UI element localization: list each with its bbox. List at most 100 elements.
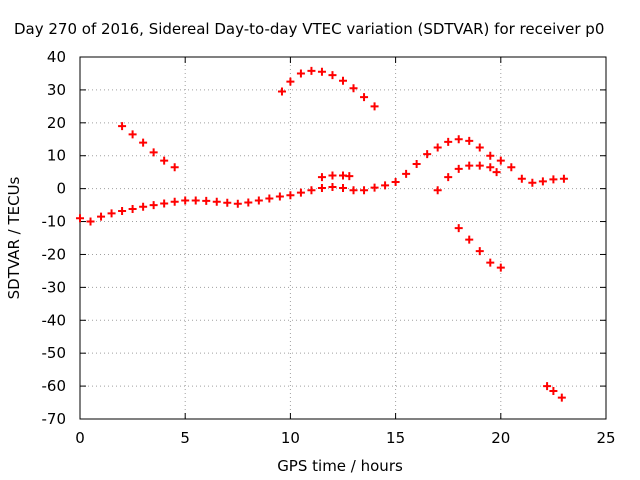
data-point <box>486 163 495 172</box>
gridlines <box>80 57 606 419</box>
data-point <box>277 87 286 96</box>
y-tick-label: 10 <box>47 147 66 165</box>
data-point <box>543 382 552 391</box>
series-track-bottom <box>543 382 566 402</box>
x-tick-label: 0 <box>75 429 85 447</box>
data-point <box>317 183 326 192</box>
data-point <box>128 130 137 139</box>
series-track-descend-late <box>454 224 505 272</box>
data-point <box>444 173 453 182</box>
data-point <box>223 198 232 207</box>
data-point <box>139 202 148 211</box>
data-point <box>360 93 369 102</box>
data-point <box>307 186 316 195</box>
data-point <box>265 194 274 203</box>
y-tick-label: 0 <box>56 180 66 198</box>
y-tick-labels: 40 30 20 10 0 -10 -20 -30 -40 -50 -60 -70 <box>42 48 67 428</box>
data-point <box>370 102 379 111</box>
data-point <box>139 138 148 147</box>
x-tick-label: 15 <box>386 429 405 447</box>
series-track-descend-early <box>118 122 179 172</box>
data-point <box>128 205 137 214</box>
data-point <box>557 393 566 402</box>
data-point <box>212 197 221 206</box>
data-point <box>412 159 421 168</box>
data-point <box>465 161 474 170</box>
y-tick-label: -30 <box>42 278 67 296</box>
series-track-main <box>76 135 568 226</box>
data-point <box>254 196 263 205</box>
data-point <box>454 224 463 233</box>
y-axis-label: SDTVAR / TECUs <box>5 176 23 299</box>
x-tick-label: 5 <box>180 429 190 447</box>
data-point <box>97 212 106 221</box>
x-tick-label: 20 <box>491 429 510 447</box>
data-point <box>549 387 558 396</box>
data-point <box>559 174 568 183</box>
data-point <box>86 217 95 226</box>
data-point <box>170 197 179 206</box>
data-point <box>317 173 326 182</box>
data-point <box>360 186 369 195</box>
y-tick-label: -10 <box>42 213 67 231</box>
data-point <box>475 143 484 152</box>
data-point <box>492 168 501 177</box>
data-point <box>286 77 295 86</box>
data-point <box>517 174 526 183</box>
data-point <box>275 192 284 201</box>
axis-ticks <box>79 56 607 420</box>
y-tick-label: -60 <box>42 377 67 395</box>
data-point <box>244 198 253 207</box>
data-point <box>454 164 463 173</box>
data-point <box>181 196 190 205</box>
data-point <box>528 178 537 187</box>
data-point <box>296 69 305 78</box>
data-point <box>160 199 169 208</box>
x-tick-label: 10 <box>281 429 300 447</box>
data-point <box>149 201 158 210</box>
data-point <box>233 199 242 208</box>
data-point <box>296 188 305 197</box>
data-point <box>507 163 516 172</box>
data-point <box>496 156 505 165</box>
data-point <box>391 178 400 187</box>
data-point <box>349 186 358 195</box>
data-point <box>465 235 474 244</box>
data-point <box>402 169 411 178</box>
y-tick-label: -70 <box>42 410 67 428</box>
data-point <box>328 182 337 191</box>
data-point <box>486 258 495 267</box>
data-point <box>307 66 316 75</box>
data-point <box>444 137 453 146</box>
x-tick-labels: 0 5 10 15 20 25 <box>75 429 615 447</box>
data-point <box>317 67 326 76</box>
data-point <box>160 156 169 165</box>
chart-title: Day 270 of 2016, Sidereal Day-to-day VTE… <box>14 20 604 38</box>
plot-frame <box>79 56 607 420</box>
series-track-short-flat <box>317 171 354 182</box>
data-point <box>475 247 484 256</box>
data-point <box>465 136 474 145</box>
data-point <box>149 148 158 157</box>
data-point <box>118 207 127 216</box>
data-point <box>339 183 347 192</box>
data-point <box>345 172 354 181</box>
data-point <box>370 183 379 192</box>
data-point <box>423 150 432 159</box>
x-tick-label: 25 <box>596 429 615 447</box>
data-point <box>486 151 495 160</box>
data-point <box>76 214 84 223</box>
y-tick-label: -50 <box>42 344 67 362</box>
data-point <box>549 175 558 184</box>
data-points <box>76 66 568 402</box>
y-tick-label: 30 <box>47 81 66 99</box>
data-point <box>328 171 337 180</box>
y-tick-label: -20 <box>42 245 67 263</box>
data-point <box>454 135 463 144</box>
y-tick-label: 40 <box>47 48 66 66</box>
data-point <box>118 122 127 131</box>
data-point <box>202 196 211 205</box>
x-axis-label: GPS time / hours <box>277 457 403 475</box>
data-point <box>349 84 358 93</box>
